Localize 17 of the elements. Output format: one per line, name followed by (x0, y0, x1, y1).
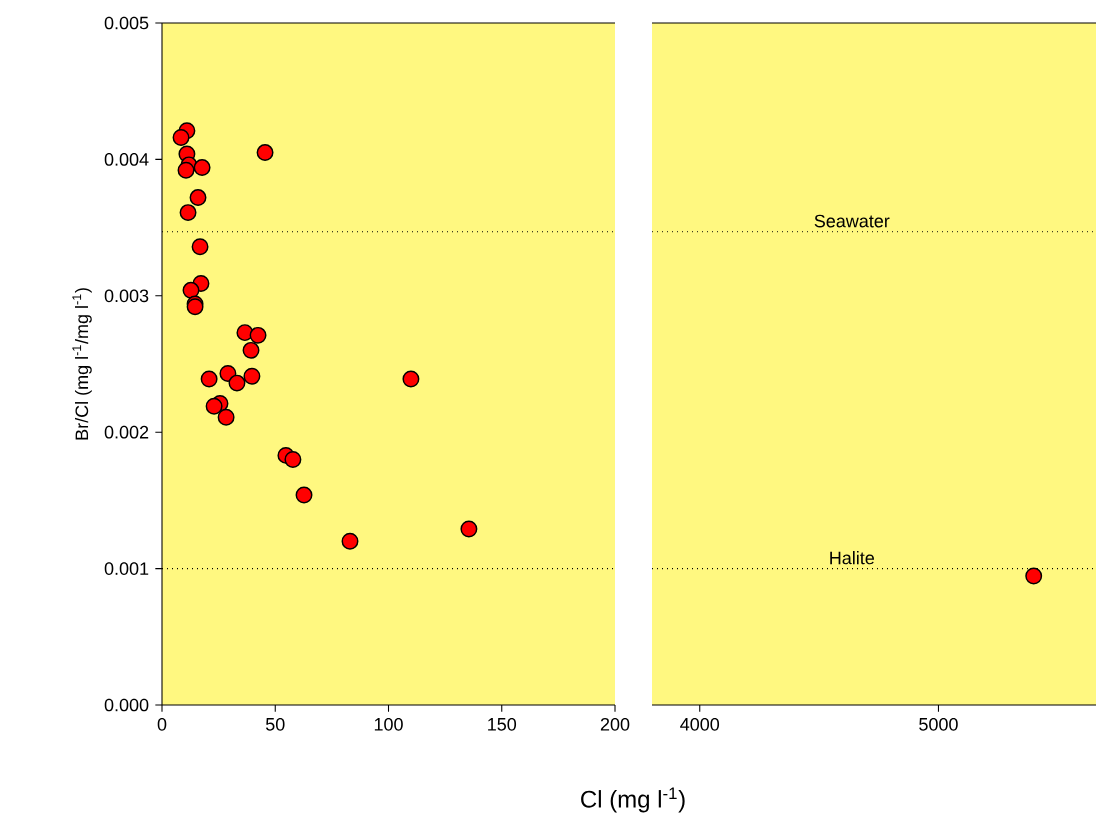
x-tick-label: 150 (488, 717, 517, 731)
y-tick-label: 0.003 (104, 289, 149, 303)
y-axis-title: Br/Cl (mg l$^{-1}$/mg l$^{-1}$) (72, 288, 92, 440)
ref-line-label: Seawater (814, 214, 890, 228)
ref-line-label: Halite (830, 551, 875, 565)
y-tick-label: 0.002 (104, 425, 149, 439)
x-tick-label: 50 (265, 717, 285, 731)
y-tick-label: 0.000 (104, 698, 149, 712)
x-tick-label: 0 (157, 717, 167, 731)
x-axis-title: Cl (mg l$^{-1}$) (581, 787, 685, 813)
y-tick-label: 0.004 (104, 153, 149, 166)
y-tick-label: 0.001 (104, 562, 149, 575)
y-tick-label: 0.005 (104, 16, 149, 30)
x-tick-label: 200 (600, 717, 630, 731)
x-tick-label: 100 (374, 717, 403, 731)
x-tick-label: 5000 (919, 717, 958, 731)
x-tick-label: 4000 (680, 717, 720, 731)
